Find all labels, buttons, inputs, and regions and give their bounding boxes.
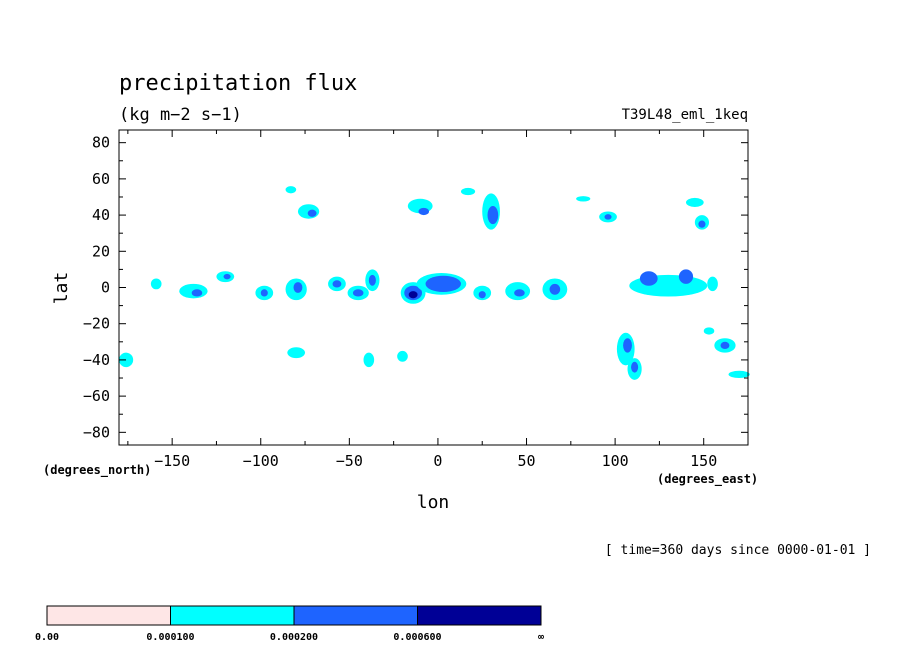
contour-region-54: [728, 370, 750, 379]
y-axis-label: lat: [51, 272, 72, 305]
contour-region-37: [549, 283, 561, 295]
contour-region-39: [604, 214, 612, 220]
y-tick-label: 60: [92, 170, 110, 188]
contour-region-47: [678, 269, 694, 284]
chart-title: precipitation flux: [119, 71, 357, 96]
colorbar-label: 0.000600: [393, 632, 441, 643]
colorbar-label: 0.00: [35, 632, 59, 643]
contour-region-50: [698, 220, 706, 228]
contour-region-9: [293, 282, 303, 293]
contour-region-14: [332, 280, 342, 288]
contour-region-48: [685, 197, 704, 207]
axis-ticks: −150 −100 −50 0 50 100 150 80 60 40 20 0 −20 −40 −60 −8…: [83, 130, 749, 470]
contour-fill-layer: [119, 186, 750, 380]
contour-region-30: [487, 206, 499, 225]
x-axis-label: lon: [417, 492, 450, 513]
contour-region-5: [223, 273, 231, 280]
dataset-label: T39L48_eml_1keq: [622, 107, 748, 123]
contour-region-0: [119, 352, 134, 368]
contour-region-40: [576, 196, 591, 202]
x-tick-label: −50: [336, 452, 363, 470]
colorbar-label: 0.000200: [270, 632, 318, 643]
contour-region-51: [707, 276, 718, 292]
time-label: [ time=360 days since 0000-01-01 ]: [605, 543, 871, 558]
x-tick-label: −100: [243, 452, 279, 470]
contour-region-28: [418, 207, 430, 216]
contour-region-12: [285, 186, 297, 194]
colorbar-swatch-0: [46, 605, 171, 626]
colorbar-label: ∞: [538, 632, 544, 643]
chart-units: (kg m−2 s−1): [119, 105, 242, 125]
contour-region-46: [639, 271, 658, 286]
y-unit-label: (degrees_north): [43, 463, 151, 478]
colorbar-label: 0.000100: [146, 632, 194, 643]
y-tick-label: 20: [92, 242, 110, 260]
contour-region-1: [150, 278, 162, 290]
contour-region-24: [408, 291, 418, 299]
y-tick-label: −20: [83, 315, 110, 333]
contour-region-21: [397, 350, 408, 362]
contour-region-3: [191, 289, 203, 297]
x-tick-label: 50: [517, 452, 535, 470]
colorbar: 0.00 0.000100 0.000200 0.000600 ∞: [35, 605, 544, 643]
contour-region-31: [460, 187, 476, 196]
x-tick-label: −150: [154, 452, 190, 470]
y-tick-label: 80: [92, 134, 110, 152]
contour-region-55: [703, 327, 715, 335]
contour-region-19: [287, 347, 306, 359]
y-tick-label: −40: [83, 351, 110, 369]
y-tick-label: 0: [101, 279, 110, 297]
colorbar-swatch-2: [293, 605, 418, 626]
contour-region-7: [260, 289, 268, 297]
y-tick-label: −60: [83, 387, 110, 405]
contour-region-11: [307, 209, 317, 217]
contour-region-53: [720, 341, 730, 350]
contour-region-35: [514, 289, 525, 297]
colorbar-swatch-3: [417, 605, 542, 626]
x-unit-label: (degrees_east): [657, 472, 758, 487]
contour-region-33: [478, 291, 486, 299]
contour-region-18: [368, 274, 376, 286]
contour-region-44: [631, 361, 639, 373]
y-tick-label: −80: [83, 423, 110, 441]
contour-region-42: [623, 338, 632, 353]
x-tick-label: 100: [602, 452, 629, 470]
x-tick-label: 0: [433, 452, 442, 470]
y-tick-label: 40: [92, 206, 110, 224]
contour-region-16: [352, 289, 364, 297]
x-tick-label: 150: [690, 452, 717, 470]
contour-region-26: [425, 275, 461, 293]
contour-region-20: [363, 352, 375, 368]
colorbar-swatch-1: [170, 605, 295, 626]
